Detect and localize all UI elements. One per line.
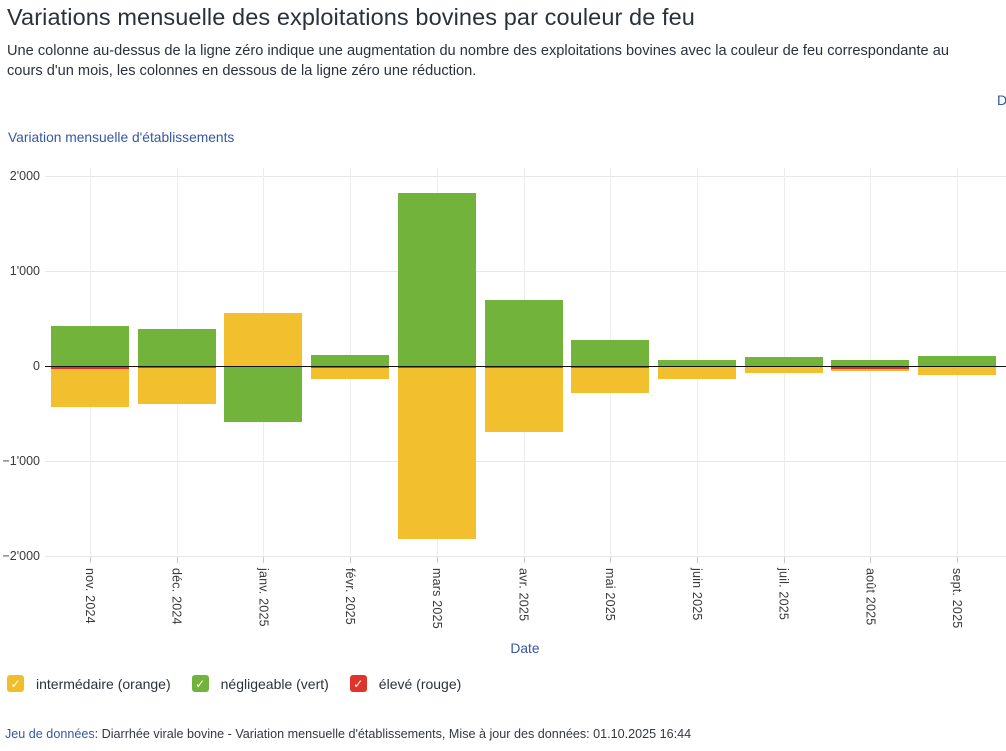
y-gridline	[45, 461, 1006, 462]
bar-segment[interactable]	[137, 328, 216, 366]
x-axis-tick-label: juin 2025	[689, 568, 704, 621]
legend-checkbox-icon[interactable]: ✓	[349, 675, 367, 692]
bar-segment[interactable]	[571, 367, 650, 394]
bar-segment[interactable]	[224, 313, 303, 366]
x-axis-tick-label: avr. 2025	[516, 568, 531, 622]
legend-checkbox-icon[interactable]: ✓	[7, 675, 24, 692]
zero-line	[45, 366, 1006, 367]
legend-item[interactable]: ✓ intermédaire (orange)	[7, 675, 171, 692]
y-gridline	[45, 176, 1006, 177]
y-axis-tick-label: 2'000	[9, 169, 40, 183]
x-axis-title: Date	[510, 641, 540, 656]
y-axis-tick-label: 0	[33, 359, 40, 373]
bar-segment[interactable]	[657, 360, 736, 366]
bar-segment[interactable]	[571, 367, 650, 369]
x-axis-tick	[870, 557, 872, 563]
x-axis-tick	[610, 557, 612, 563]
y-axis-tick-label: −1'000	[2, 454, 41, 468]
bar-segment[interactable]	[484, 367, 563, 369]
x-axis-tick	[523, 557, 525, 563]
bar-segment[interactable]	[51, 367, 129, 369]
bar-segment[interactable]	[397, 367, 476, 369]
legend-checkbox-icon[interactable]: ✓	[191, 675, 209, 692]
bar-segment[interactable]	[657, 367, 736, 379]
x-axis-tick	[957, 557, 958, 563]
bar-segment[interactable]	[744, 367, 823, 374]
bar-segment[interactable]	[831, 369, 910, 372]
dataset-link[interactable]: Jeu de données	[5, 727, 95, 741]
x-axis-tick	[176, 557, 178, 563]
bar-segment[interactable]	[918, 367, 996, 375]
bar-segment[interactable]	[831, 359, 910, 366]
bar-segment[interactable]	[137, 367, 216, 369]
y-gridline	[45, 271, 1006, 272]
y-gridline	[45, 556, 1006, 557]
x-axis-tick	[436, 557, 438, 563]
x-axis-tick-label: juil. 2025	[776, 568, 791, 621]
bar-segment[interactable]	[397, 368, 476, 540]
x-axis-tick	[696, 557, 698, 563]
bar-segment[interactable]	[311, 368, 390, 380]
bar-segment[interactable]	[137, 368, 216, 404]
footer: Jeu de données: Diarrhée virale bovine -…	[5, 727, 691, 741]
bar-segment[interactable]	[744, 357, 823, 366]
x-axis-tick-label: août 2025	[863, 568, 878, 626]
chart-legend: ✓ intermédaire (orange) ✓ négligeable (vert…	[7, 675, 461, 692]
bar-segment[interactable]	[484, 368, 563, 433]
x-axis-tick	[350, 557, 352, 563]
x-axis-tick	[263, 557, 265, 563]
legend-item[interactable]: ✓ négligeable (vert)	[191, 675, 329, 692]
x-axis-tick-label: janv. 2025	[256, 568, 271, 627]
bar-segment[interactable]	[918, 355, 996, 366]
x-axis-tick-label: févr. 2025	[343, 568, 358, 625]
bar-segment[interactable]	[311, 354, 390, 366]
x-axis-tick-label: nov. 2024	[83, 568, 97, 624]
x-axis-tick-label: mars 2025	[429, 568, 444, 629]
legend-item[interactable]: ✓ élevé (rouge)	[349, 675, 462, 692]
bar-segment[interactable]	[484, 299, 563, 366]
legend-label: intermédaire (orange)	[36, 675, 171, 692]
footer-text: : Diarrhée virale bovine - Variation men…	[94, 727, 692, 741]
bar-segment[interactable]	[224, 367, 303, 423]
chart-heading: Variation mensuelle d'établissements	[8, 130, 235, 145]
bar-segment[interactable]	[51, 326, 129, 366]
legend-label: négligeable (vert)	[220, 675, 329, 692]
bar-segment[interactable]	[831, 367, 910, 370]
y-axis-tick-label: 1'000	[9, 264, 40, 278]
page-title: Variations mensuelle des exploitations b…	[7, 4, 695, 30]
bar-segment[interactable]	[397, 193, 476, 366]
bar-segment[interactable]	[51, 368, 129, 407]
x-axis-tick-label: déc. 2024	[169, 568, 184, 625]
x-axis-tick-label: mai 2025	[603, 568, 618, 622]
bar-segment[interactable]	[311, 367, 390, 369]
download-link[interactable]: D	[997, 92, 1006, 108]
legend-label: élevé (rouge)	[378, 675, 462, 692]
x-axis-tick-label: sept. 2025	[950, 568, 964, 629]
y-axis-tick-label: −2'000	[2, 549, 41, 563]
bar-segment[interactable]	[571, 339, 650, 366]
page-subtitle: Une colonne au-dessus de la ligne zéro i…	[7, 43, 949, 80]
x-axis-tick	[90, 557, 91, 563]
x-axis-tick	[783, 557, 785, 563]
